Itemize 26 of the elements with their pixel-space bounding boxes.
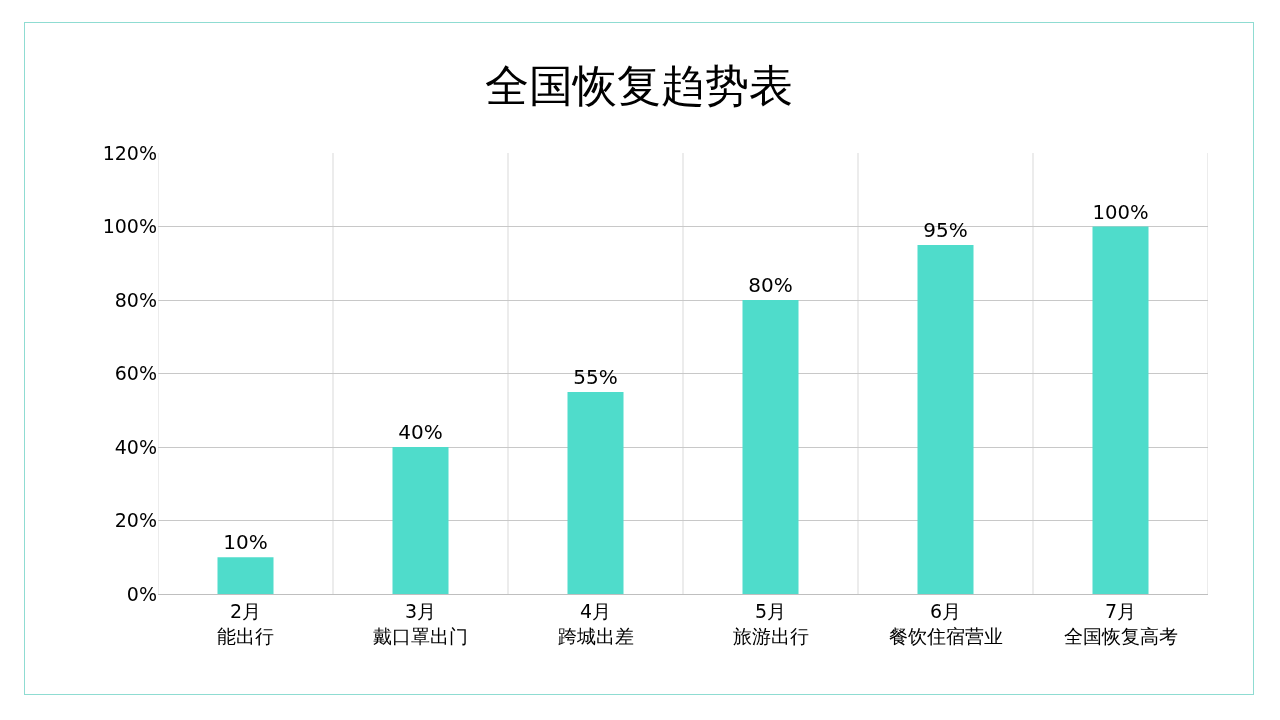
x-tick-label: 3月戴口罩出门 [373, 599, 468, 647]
x-tick-label: 4月跨城出差 [557, 599, 634, 647]
y-tick-label: 40% [114, 435, 157, 458]
data-label: 55% [573, 364, 618, 389]
y-tick-label: 20% [114, 509, 157, 532]
data-label: 100% [1092, 200, 1149, 224]
data-label: 95% [923, 217, 968, 242]
y-tick-label: 0% [126, 582, 157, 605]
bar [917, 244, 974, 594]
bar [217, 557, 274, 594]
y-tick-label: 80% [114, 288, 157, 311]
y-tick-label: 60% [114, 362, 157, 385]
chart-title: 全国恢复趋势表 [485, 59, 793, 111]
y-tick-label: 120% [102, 141, 157, 164]
x-tick-label: 6月餐饮住宿营业 [888, 599, 1003, 647]
bar [742, 300, 799, 594]
data-label: 10% [223, 530, 268, 555]
data-label: 40% [398, 420, 443, 444]
x-tick-label: 7月全国恢复高考 [1063, 599, 1178, 647]
y-tick-label: 100% [102, 215, 157, 238]
bar [1092, 226, 1149, 594]
bar [392, 447, 449, 594]
x-tick-label: 5月旅游出行 [732, 599, 809, 647]
x-tick-label: 2月能出行 [217, 599, 274, 647]
bar [567, 391, 624, 594]
data-label: 80% [748, 273, 793, 297]
